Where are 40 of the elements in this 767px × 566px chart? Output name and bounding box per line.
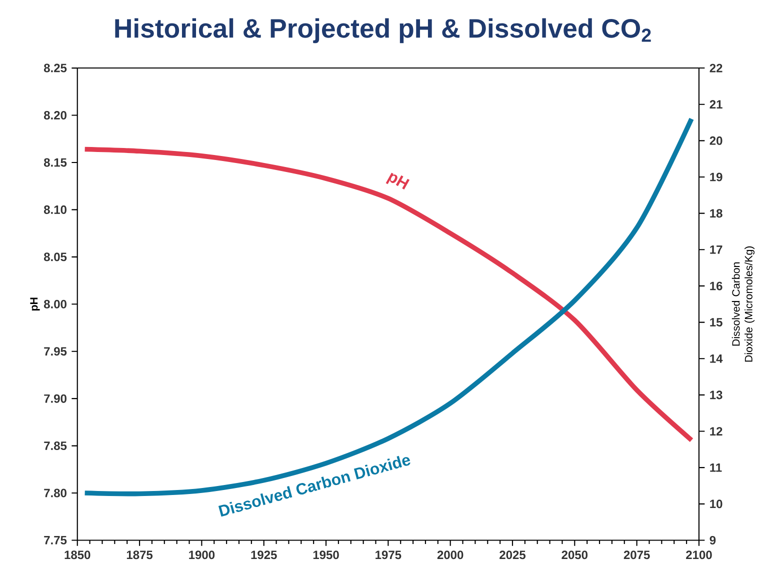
- y-tick-label: 7.85: [44, 442, 67, 450]
- x-tick-label: 1975: [376, 550, 402, 560]
- x-tick-label: 1950: [313, 550, 339, 560]
- y2-tick-label: 15: [710, 318, 722, 327]
- y2-tick-label: 13: [710, 390, 722, 400]
- y-tick-label: 8.20: [44, 111, 66, 120]
- y-tick-label: 7.80: [44, 488, 66, 498]
- chart-title: Historical & Projected pH & Dissolved CO$_{2}$: [115, 18, 651, 44]
- y-tick-label: 8.15: [44, 158, 67, 167]
- y2-tick-label: 16: [710, 282, 722, 290]
- x-tick-label: 1900: [189, 550, 215, 560]
- y-axis-title: pH: [30, 298, 40, 311]
- y-tick-label: 7.75: [44, 536, 67, 545]
- y-tick-label: 8.00: [44, 300, 66, 309]
- y-tick-label: 7.90: [44, 394, 66, 404]
- y2-tick-label: 21: [710, 100, 722, 109]
- y2-tick-label: 17: [710, 246, 722, 254]
- y2-tick-label: 22: [710, 64, 722, 72]
- y2-tick-label: 20: [710, 136, 722, 146]
- y-tick-label: 8.05: [44, 252, 67, 262]
- x-tick-label: 1850: [64, 550, 90, 560]
- x-tick-label: 2000: [437, 550, 464, 560]
- text: pH: [386, 172, 410, 190]
- y2-axis-title: Dissolved Carbon Dioxide (Micromoles/Kg): [732, 246, 755, 362]
- y2-tick-label: 14: [710, 354, 723, 363]
- y-tick-label: 7.95: [44, 347, 67, 356]
- x-tick-label: 2100: [686, 550, 712, 560]
- x-tick-label: 1875: [126, 550, 153, 560]
- y2-tick-label: 9: [710, 536, 716, 545]
- y2-tick-label: 11: [710, 464, 722, 472]
- y2-tick-label: 19: [710, 172, 722, 182]
- y-tick-label: 8.25: [44, 64, 67, 72]
- y2-tick-label: 10: [710, 500, 722, 508]
- x-tick-label: 2075: [624, 550, 650, 560]
- x-tick-label: 1925: [251, 550, 277, 560]
- x-tick-label: 2025: [500, 550, 526, 560]
- x-tick-label: 2050: [562, 550, 588, 560]
- y2-tick-label: 18: [710, 209, 722, 218]
- y-tick-label: 8.10: [44, 206, 66, 214]
- y2-tick-label: 12: [710, 427, 722, 436]
